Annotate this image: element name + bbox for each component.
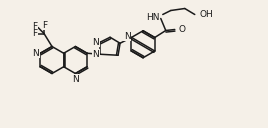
Text: N: N	[92, 50, 99, 59]
Text: N: N	[72, 74, 79, 83]
Text: HN: HN	[146, 13, 160, 22]
Text: N: N	[92, 38, 99, 47]
Text: F: F	[42, 21, 47, 30]
Text: N: N	[124, 32, 131, 41]
Text: O: O	[179, 25, 186, 34]
Text: N: N	[32, 49, 39, 58]
Text: OH: OH	[200, 10, 214, 19]
Text: F: F	[32, 29, 38, 38]
Text: F: F	[32, 22, 38, 31]
